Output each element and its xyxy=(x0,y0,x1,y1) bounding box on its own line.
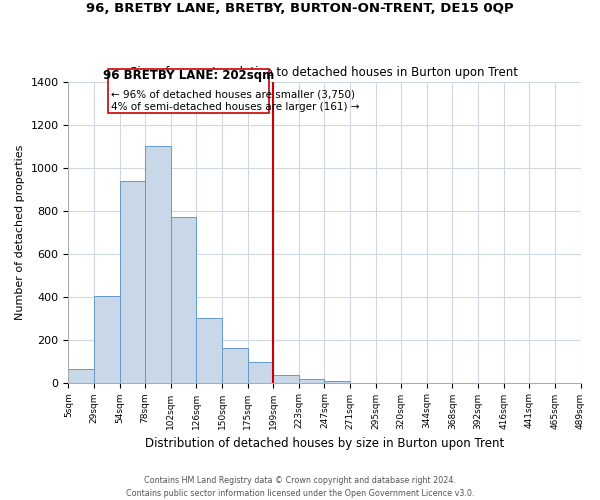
X-axis label: Distribution of detached houses by size in Burton upon Trent: Distribution of detached houses by size … xyxy=(145,437,504,450)
Title: Size of property relative to detached houses in Burton upon Trent: Size of property relative to detached ho… xyxy=(130,66,518,80)
Text: Contains HM Land Registry data © Crown copyright and database right 2024.
Contai: Contains HM Land Registry data © Crown c… xyxy=(126,476,474,498)
Bar xyxy=(196,318,222,382)
Text: 4% of semi-detached houses are larger (161) →: 4% of semi-detached houses are larger (1… xyxy=(110,102,359,112)
Bar xyxy=(273,375,299,382)
Bar xyxy=(171,218,196,382)
Bar xyxy=(94,296,119,382)
Bar xyxy=(222,348,248,382)
Text: ← 96% of detached houses are smaller (3,750): ← 96% of detached houses are smaller (3,… xyxy=(110,90,355,100)
Bar xyxy=(68,368,94,382)
Bar xyxy=(248,362,273,382)
Y-axis label: Number of detached properties: Number of detached properties xyxy=(15,144,25,320)
Text: 96 BRETBY LANE: 202sqm: 96 BRETBY LANE: 202sqm xyxy=(103,69,274,82)
FancyBboxPatch shape xyxy=(108,69,269,113)
Bar xyxy=(299,380,325,382)
Bar xyxy=(119,181,145,382)
Bar xyxy=(145,146,171,382)
Text: 96, BRETBY LANE, BRETBY, BURTON-ON-TRENT, DE15 0QP: 96, BRETBY LANE, BRETBY, BURTON-ON-TRENT… xyxy=(86,2,514,16)
